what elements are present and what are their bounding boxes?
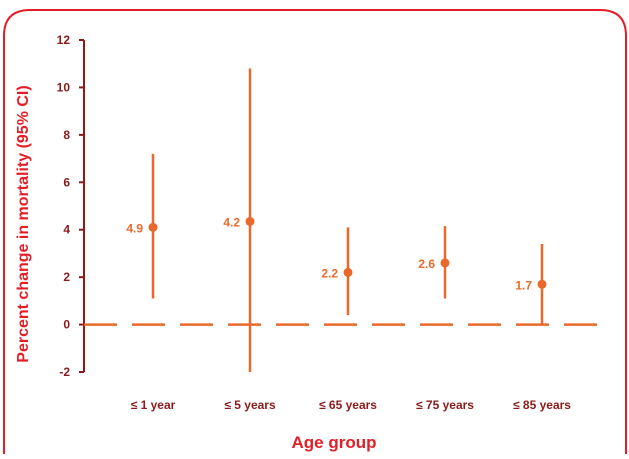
data-label: 2.2 — [321, 266, 338, 280]
x-category-label: ≤ 65 years — [319, 398, 377, 412]
plot-area: -2 0 2 4 6 8 10 12 4.9 ≤ 1 year 4.2 ≤ 5 years 2.2 ≤ 6… — [57, 33, 612, 412]
data-label: 2.6 — [418, 257, 435, 271]
y-tick-label: 12 — [57, 33, 71, 47]
point-estimate — [537, 279, 547, 289]
point-estimate — [245, 216, 255, 226]
x-category-label: ≤ 5 years — [224, 398, 276, 412]
x-axis-title: Age group — [292, 433, 377, 452]
y-tick-label: -2 — [59, 365, 70, 379]
y-tick-label: 10 — [57, 80, 71, 94]
y-tick-label: 8 — [63, 128, 70, 142]
point-estimate — [440, 258, 450, 268]
x-category-label: ≤ 1 year — [131, 398, 176, 412]
point-estimate — [148, 222, 158, 232]
data-label: 4.2 — [223, 215, 240, 229]
data-label: 4.9 — [126, 221, 143, 235]
point-estimate — [343, 267, 353, 277]
chart-frame — [3, 9, 627, 454]
y-tick-label: 0 — [63, 318, 70, 332]
y-axis-title: Percent change in mortality (95% CI) — [15, 85, 32, 362]
y-tick-label: 2 — [63, 270, 70, 284]
data-label: 1.7 — [515, 278, 532, 292]
y-tick-label: 4 — [63, 223, 70, 237]
x-category-label: ≤ 85 years — [513, 398, 571, 412]
y-tick-label: 6 — [63, 175, 70, 189]
x-category-label: ≤ 75 years — [416, 398, 474, 412]
